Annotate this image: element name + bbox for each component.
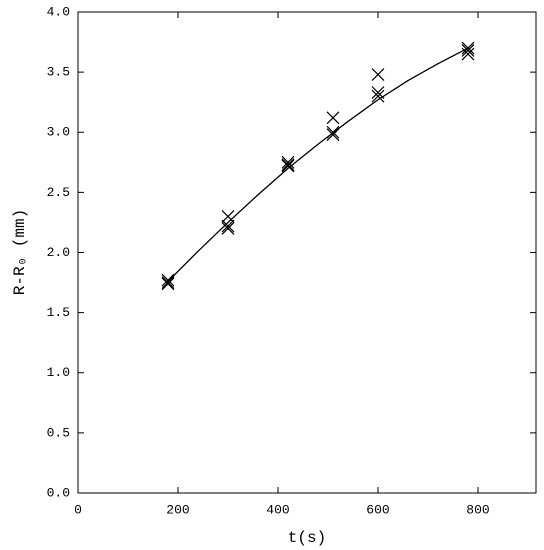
x-tick-label: 400 [266,502,289,517]
y-tick-label: 2.5 [47,185,70,200]
scatter-marker [281,159,295,173]
x-tick-label: 800 [466,502,489,517]
fit-line [167,47,469,282]
y-tick-label: 3.5 [47,65,70,80]
y-tick-label: 1.0 [47,365,70,380]
x-axis-label: t(s) [288,529,326,547]
scatter-marker [221,219,235,233]
y-tick-label: 2.0 [47,245,70,260]
scatter-marker [281,155,295,169]
scatter-marker [161,277,175,291]
scatter-marker [221,210,235,223]
x-tick-label: 600 [366,502,389,517]
scatter-marker [161,276,175,289]
y-tick-label: 3.0 [47,125,70,140]
scatter-marker [326,111,340,125]
y-tick-label: 0.0 [47,485,70,500]
y-tick-label: 4.0 [47,4,70,19]
scatter-marker [371,89,385,103]
x-tick-label: 0 [74,502,82,517]
scatter-marker [371,68,385,81]
y-tick-label: 0.5 [47,425,70,440]
y-axis-label: R-R₀ (mm) [11,209,29,295]
plot-frame [77,11,537,494]
scatter-marker [161,273,175,287]
scatter-marker [326,128,340,142]
scatter-marker [281,158,295,172]
scatter-marker [221,222,235,235]
x-tick-label: 200 [166,502,189,517]
scatter-marker [461,44,475,57]
y-tick-label: 1.5 [47,305,70,320]
